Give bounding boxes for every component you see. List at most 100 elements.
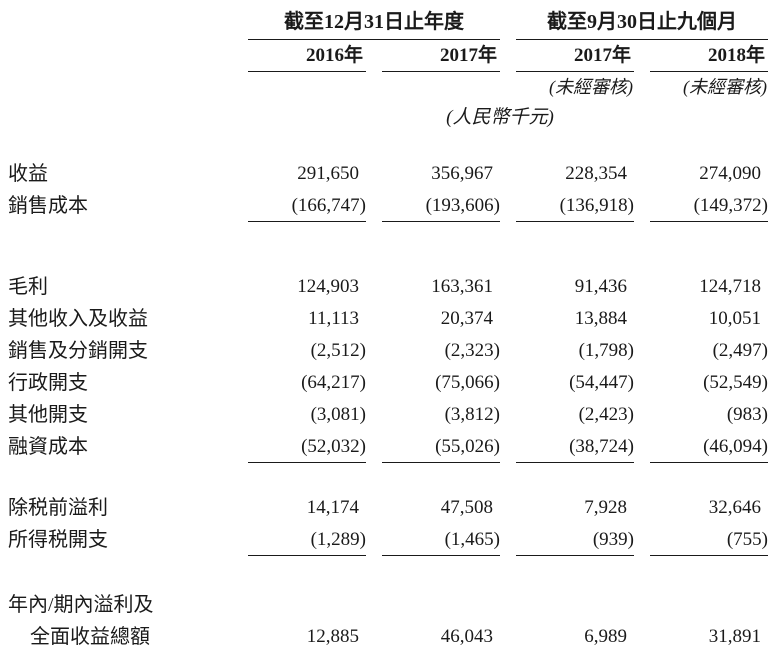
value-cell: (193,606)	[425, 195, 500, 216]
empty-cell	[366, 72, 500, 99]
section-rule	[382, 221, 500, 222]
value-cell: (2,323)	[444, 340, 500, 361]
value-cell: (136,918)	[559, 195, 634, 216]
value-cell: 32,646	[708, 497, 761, 518]
value-cell: (755)	[726, 529, 768, 550]
spacer-row	[8, 564, 768, 588]
table-row-total-profit-line2: 全面收益總額 12,885 46,043 6,989 31,891	[8, 620, 768, 649]
spacer-row	[8, 230, 768, 270]
value-cell: (52,549)	[703, 372, 768, 393]
value-cell: 91,436	[574, 276, 627, 297]
value-cell: (2,423)	[578, 404, 634, 425]
table-row-cost-of-sales: 銷售成本 (166,747) (193,606) (136,918) (149,…	[8, 189, 768, 221]
section-rule-row	[8, 555, 768, 564]
value-cell: (3,812)	[444, 404, 500, 425]
section-rule	[516, 555, 634, 556]
value-cell: (52,032)	[301, 436, 366, 457]
empty-cell	[232, 72, 366, 99]
section-rule	[248, 555, 366, 556]
period-group-interim-label: 截至9月30日止九個月	[516, 9, 768, 40]
value-cell: (983)	[726, 404, 768, 425]
value-cell: (1,289)	[310, 529, 366, 550]
empty-cell	[8, 6, 232, 40]
empty-cell	[8, 40, 232, 72]
table-row-total-profit-line1: 年內/期內溢利及	[8, 588, 768, 620]
year-header-row: 2016年 2017年 2017年 2018年	[8, 40, 768, 72]
table-row-selling-expenses: 銷售及分銷開支 (2,512) (2,323) (1,798) (2,497)	[8, 334, 768, 366]
section-rule	[516, 462, 634, 463]
year-column-header-2016: 2016年	[232, 40, 366, 72]
value-cell: (54,447)	[569, 372, 634, 393]
value-cell: (166,747)	[291, 195, 366, 216]
value-cell: 13,884	[574, 308, 627, 329]
value-cell: 14,174	[306, 497, 359, 518]
unaudited-note: (未經審核)	[549, 77, 633, 97]
row-label: 毛利	[8, 276, 48, 298]
year-column-header-2017-interim: 2017年	[500, 40, 634, 72]
value-cell: 6,989	[584, 626, 627, 647]
row-label: 銷售及分銷開支	[8, 340, 148, 362]
value-cell: 291,650	[297, 163, 359, 184]
value-cell: 228,354	[565, 163, 627, 184]
row-label: 行政開支	[8, 372, 88, 394]
value-cell: 31,891	[708, 626, 761, 647]
spacer-row	[8, 471, 768, 491]
row-label: 年內/期內溢利及	[8, 594, 154, 616]
table-row-other-income: 其他收入及收益 11,113 20,374 13,884 10,051	[8, 302, 768, 334]
period-group-interim: 截至9月30日止九個月	[500, 6, 768, 40]
currency-unit-row: (人民幣千元)	[8, 99, 768, 129]
period-group-annual-label: 截至12月31日止年度	[248, 9, 500, 40]
value-cell: 20,374	[440, 308, 493, 329]
row-label: 除税前溢利	[8, 497, 108, 519]
value-cell: (46,094)	[703, 436, 768, 457]
value-cell: (2,512)	[310, 340, 366, 361]
value-cell: 10,051	[708, 308, 761, 329]
row-label: 融資成本	[8, 436, 88, 458]
table-row-income-tax: 所得税開支 (1,289) (1,465) (939) (755)	[8, 523, 768, 555]
row-label: 收益	[8, 163, 48, 185]
table-row-other-expenses: 其他開支 (3,081) (3,812) (2,423) (983)	[8, 398, 768, 430]
spacer-row	[8, 129, 768, 157]
empty-cell	[8, 99, 232, 129]
value-cell: (939)	[592, 529, 634, 550]
row-label: 全面收益總額	[30, 626, 150, 648]
value-cell: 274,090	[699, 163, 761, 184]
value-cell: (38,724)	[569, 436, 634, 457]
section-rule	[650, 221, 768, 222]
value-cell: 12,885	[306, 626, 359, 647]
value-cell: 7,928	[584, 497, 627, 518]
value-cell: (2,497)	[712, 340, 768, 361]
year-column-header-2017: 2017年	[366, 40, 500, 72]
table-row-finance-costs: 融資成本 (52,032) (55,026) (38,724) (46,094)	[8, 430, 768, 462]
empty-cell	[8, 72, 232, 99]
table-row-admin-expenses: 行政開支 (64,217) (75,066) (54,447) (52,549)	[8, 366, 768, 398]
section-rule-row	[8, 462, 768, 471]
section-rule	[650, 462, 768, 463]
table-row-gross-profit: 毛利 124,903 163,361 91,436 124,718	[8, 270, 768, 302]
value-cell: 47,508	[440, 497, 493, 518]
table-row-revenue: 收益 291,650 356,967 228,354 274,090	[8, 157, 768, 189]
row-label: 所得税開支	[8, 529, 108, 551]
value-cell: (64,217)	[301, 372, 366, 393]
row-label: 其他收入及收益	[8, 308, 148, 330]
unaudited-note: (未經審核)	[683, 77, 767, 97]
table-row-profit-before-tax: 除税前溢利 14,174 47,508 7,928 32,646	[8, 491, 768, 523]
section-rule-row	[8, 221, 768, 230]
value-cell: 11,113	[308, 308, 359, 329]
section-rule	[248, 221, 366, 222]
section-rule	[650, 555, 768, 556]
value-cell: (149,372)	[693, 195, 768, 216]
value-cell: 163,361	[431, 276, 493, 297]
unaudited-note-row: (未經審核) (未經審核)	[8, 72, 768, 99]
value-cell: (75,066)	[435, 372, 500, 393]
value-cell: 46,043	[440, 626, 493, 647]
row-label: 其他開支	[8, 404, 88, 426]
value-cell: 124,903	[297, 276, 359, 297]
section-rule	[382, 555, 500, 556]
value-cell: 356,967	[431, 163, 493, 184]
value-cell: (3,081)	[310, 404, 366, 425]
section-rule	[248, 462, 366, 463]
currency-unit-note: (人民幣千元)	[446, 107, 554, 128]
value-cell: (1,465)	[444, 529, 500, 550]
